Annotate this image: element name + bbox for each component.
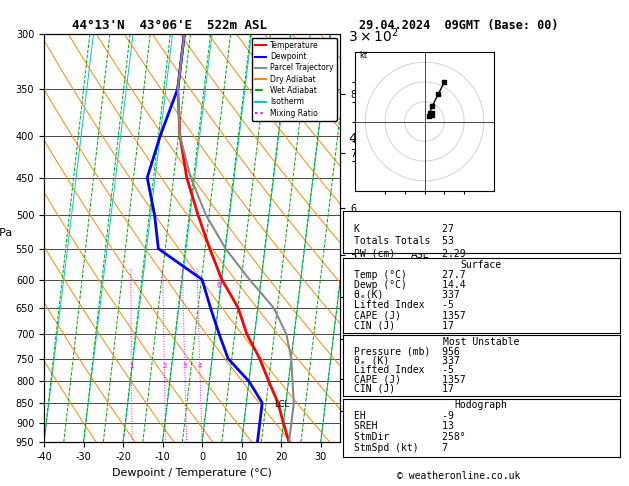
Text: Lifted Index   -5: Lifted Index -5 xyxy=(354,365,454,375)
Text: 4: 4 xyxy=(198,363,202,369)
Legend: Temperature, Dewpoint, Parcel Trajectory, Dry Adiabat, Wet Adiabat, Isotherm, Mi: Temperature, Dewpoint, Parcel Trajectory… xyxy=(252,38,337,121)
Text: K              27: K 27 xyxy=(354,225,454,234)
Text: © weatheronline.co.uk: © weatheronline.co.uk xyxy=(398,471,521,481)
Text: CAPE (J)       1357: CAPE (J) 1357 xyxy=(354,310,465,320)
X-axis label: Dewpoint / Temperature (°C): Dewpoint / Temperature (°C) xyxy=(113,468,272,478)
Text: StmDir         258°: StmDir 258° xyxy=(354,432,465,442)
Text: Pressure (mb)  956: Pressure (mb) 956 xyxy=(354,347,460,357)
Text: CIN (J)        17: CIN (J) 17 xyxy=(354,320,454,330)
Text: Totals Totals  53: Totals Totals 53 xyxy=(354,236,454,246)
Text: 1: 1 xyxy=(129,363,133,369)
Text: LCL: LCL xyxy=(274,400,289,409)
Text: θₑ (K)         337: θₑ (K) 337 xyxy=(354,356,460,366)
Text: SREH           13: SREH 13 xyxy=(354,421,454,432)
Text: θₑ(K)          337: θₑ(K) 337 xyxy=(354,290,460,300)
Text: PW (cm)        2.29: PW (cm) 2.29 xyxy=(354,248,465,258)
Text: 3: 3 xyxy=(182,363,187,369)
Y-axis label: km
ASL: km ASL xyxy=(411,238,429,260)
Text: Dewp (°C)      14.4: Dewp (°C) 14.4 xyxy=(354,280,465,290)
Text: Most Unstable: Most Unstable xyxy=(443,337,520,347)
Text: CIN (J)        17: CIN (J) 17 xyxy=(354,384,454,394)
Text: kt: kt xyxy=(359,51,367,60)
Text: 6: 6 xyxy=(217,281,221,288)
Text: Lifted Index   -5: Lifted Index -5 xyxy=(354,300,454,310)
Text: EH             -9: EH -9 xyxy=(354,411,454,421)
Text: CAPE (J)       1357: CAPE (J) 1357 xyxy=(354,375,465,384)
Text: Hodograph: Hodograph xyxy=(455,400,508,410)
Text: Temp (°C)      27.7: Temp (°C) 27.7 xyxy=(354,270,465,280)
Text: 29.04.2024  09GMT (Base: 00): 29.04.2024 09GMT (Base: 00) xyxy=(359,19,559,33)
Text: 44°13'N  43°06'E  522m ASL: 44°13'N 43°06'E 522m ASL xyxy=(72,19,267,33)
Y-axis label: hPa: hPa xyxy=(0,228,12,238)
Text: Surface: Surface xyxy=(460,260,502,270)
Text: StmSpd (kt)    7: StmSpd (kt) 7 xyxy=(354,443,448,452)
Text: 2: 2 xyxy=(162,363,167,369)
